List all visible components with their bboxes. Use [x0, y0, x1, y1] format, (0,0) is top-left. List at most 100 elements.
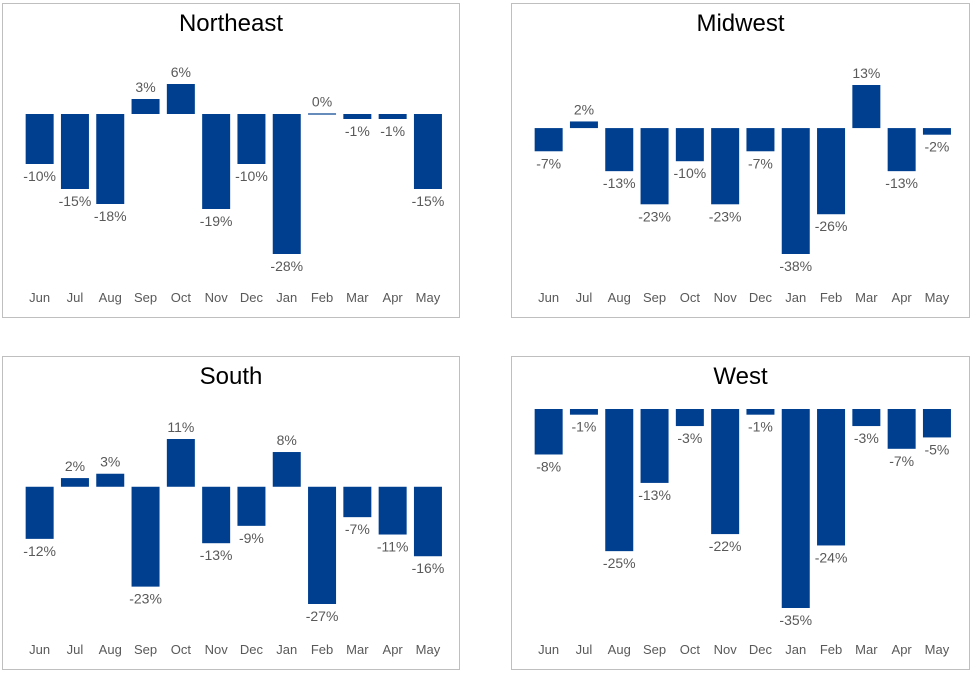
data-label: 2%: [65, 458, 85, 474]
bar: [202, 114, 231, 209]
data-label: -22%: [709, 538, 742, 554]
data-label: -10%: [674, 165, 707, 181]
data-label: -1%: [380, 123, 405, 139]
x-tick-label: Jan: [785, 642, 806, 657]
x-tick-label: Mar: [855, 290, 878, 305]
bar: [711, 409, 740, 535]
x-tick-label: Mar: [346, 642, 369, 657]
x-tick-label: May: [925, 290, 950, 305]
bar-chart: -8% Jun -1% Jul -25% Aug -13% Sep -3% Oct -22% Nov -…: [534, 409, 951, 657]
data-label: -28%: [270, 258, 303, 274]
data-label: -7%: [889, 453, 914, 469]
data-label: -35%: [779, 612, 812, 628]
bar: [343, 114, 372, 119]
x-tick-label: Apr: [892, 290, 913, 305]
chart-panel-south: South -12% Jun 2% Jul 3% Aug -23% Sep 11% Oct -13%…: [2, 356, 460, 670]
data-label: -15%: [59, 193, 92, 209]
x-tick-label: Jan: [276, 642, 297, 657]
x-tick-label: May: [416, 290, 441, 305]
x-tick-label: Sep: [134, 642, 157, 657]
bar: [746, 128, 775, 152]
bar: [922, 128, 951, 135]
data-label: -24%: [815, 549, 848, 565]
chart-title: West: [713, 363, 768, 390]
bar: [202, 486, 231, 544]
x-tick-label: Mar: [855, 642, 878, 657]
bar: [569, 409, 598, 415]
x-tick-label: Sep: [134, 290, 157, 305]
bar: [96, 114, 125, 204]
bar: [60, 478, 89, 487]
data-label: -2%: [924, 139, 949, 155]
x-tick-label: Dec: [749, 642, 773, 657]
chart-panel-northeast: Northeast -10% Jun -15% Jul -18% Aug 3% Sep 6% Oc…: [2, 3, 460, 318]
bar: [781, 409, 810, 608]
x-tick-label: Oct: [171, 642, 192, 657]
x-tick-label: Jul: [576, 642, 593, 657]
data-label: -1%: [571, 419, 596, 435]
bar: [272, 114, 301, 254]
data-label: -26%: [815, 218, 848, 234]
x-tick-label: Feb: [311, 290, 333, 305]
data-label: -13%: [885, 175, 918, 191]
data-label: -23%: [638, 208, 671, 224]
bar: [166, 84, 195, 114]
bar: [131, 99, 160, 114]
bar: [343, 486, 372, 518]
x-tick-label: Oct: [680, 290, 701, 305]
x-tick-label: Apr: [383, 642, 404, 657]
bar: [852, 85, 881, 129]
bar: [534, 128, 563, 152]
data-label: -3%: [677, 430, 702, 446]
data-label: -12%: [23, 543, 56, 559]
chart-title: Midwest: [696, 10, 785, 37]
bar: [25, 114, 54, 164]
data-label: -15%: [412, 193, 445, 209]
bar: [817, 409, 846, 546]
bar: [237, 114, 266, 164]
chart-title: Northeast: [178, 10, 284, 37]
x-tick-label: Aug: [608, 290, 631, 305]
bar: [817, 128, 846, 215]
bar: [781, 128, 810, 254]
x-tick-label: Jun: [538, 642, 559, 657]
x-tick-label: Nov: [714, 290, 738, 305]
bar-chart: -10% Jun -15% Jul -18% Aug 3% Sep 6% Oct -19% Nov -1…: [23, 64, 445, 305]
data-label: -13%: [603, 175, 636, 191]
data-label: 11%: [167, 419, 194, 435]
data-label: 3%: [135, 79, 155, 95]
bar: [605, 409, 634, 552]
bar: [237, 486, 266, 526]
bar: [534, 409, 563, 455]
bar: [413, 486, 442, 557]
x-tick-label: Aug: [99, 290, 122, 305]
data-label: -38%: [779, 258, 812, 274]
bar: [25, 486, 54, 539]
x-tick-label: Oct: [680, 642, 701, 657]
data-label: -10%: [23, 168, 56, 184]
x-tick-label: Dec: [240, 642, 264, 657]
x-tick-label: Feb: [311, 642, 333, 657]
x-tick-label: Jun: [29, 290, 50, 305]
data-label: -18%: [94, 208, 127, 224]
data-label: -19%: [200, 213, 233, 229]
data-label: -11%: [377, 539, 409, 555]
data-label: -27%: [306, 608, 339, 624]
data-label: -1%: [345, 123, 370, 139]
bar: [272, 452, 301, 487]
data-label: -13%: [638, 487, 671, 503]
bar: [378, 486, 407, 535]
x-tick-label: Nov: [205, 642, 229, 657]
bar: [569, 121, 598, 129]
x-tick-label: Aug: [99, 642, 122, 657]
data-label: 6%: [171, 64, 191, 80]
x-tick-label: Oct: [171, 290, 192, 305]
x-tick-label: Jul: [67, 642, 84, 657]
x-tick-label: Apr: [383, 290, 404, 305]
bar: [887, 409, 916, 449]
data-label: 2%: [574, 101, 594, 117]
x-tick-label: Sep: [643, 290, 666, 305]
data-label: -23%: [129, 591, 162, 607]
bar: [675, 409, 704, 427]
x-tick-label: Sep: [643, 642, 666, 657]
